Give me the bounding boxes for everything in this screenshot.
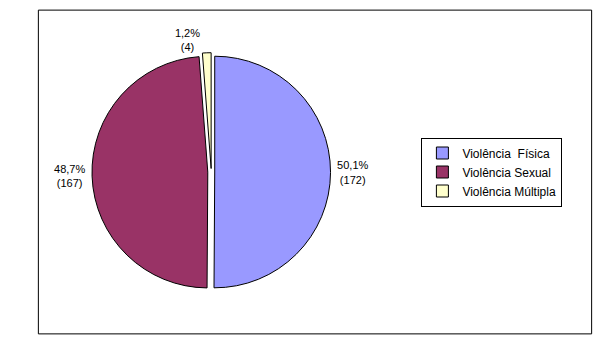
svg-text:50,1%(172): 50,1%(172) — [337, 159, 368, 185]
svg-text:1,2%(4): 1,2%(4) — [175, 27, 200, 53]
svg-text:Violência Múltipla: Violência Múltipla — [462, 185, 555, 199]
svg-text:Violência Física: Violência Física — [462, 147, 549, 161]
svg-text:Violência Sexual: Violência Sexual — [462, 166, 551, 180]
svg-text:48,7%(167): 48,7%(167) — [54, 163, 85, 189]
